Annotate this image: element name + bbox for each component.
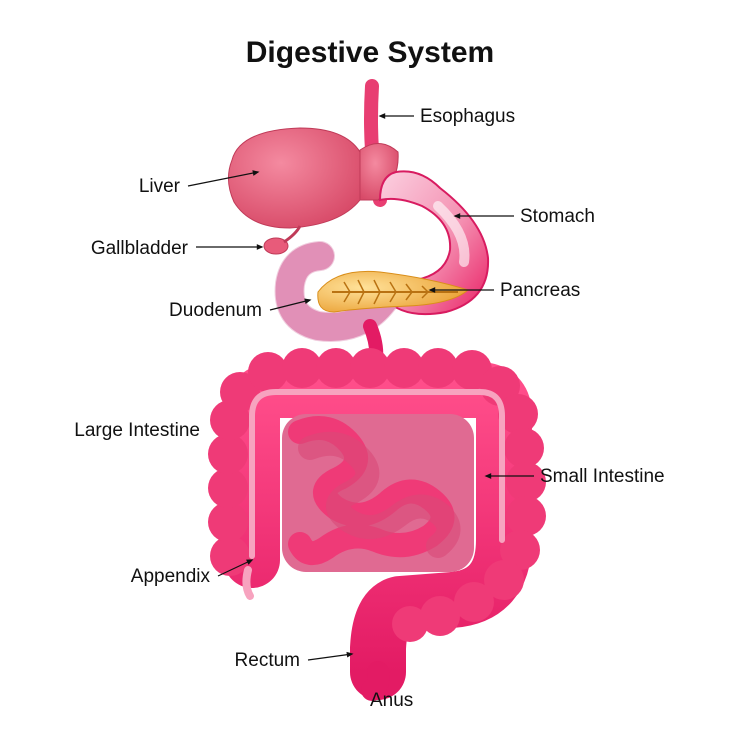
label-small-int: Small Intestine — [540, 466, 665, 488]
label-large-int: Large Intestine — [74, 420, 200, 442]
liver-shape — [228, 128, 360, 228]
diagram-svg — [0, 0, 740, 740]
label-stomach: Stomach — [520, 206, 595, 228]
rectum-shape — [372, 672, 378, 690]
label-esophagus: Esophagus — [420, 106, 515, 128]
label-liver: Liver — [139, 176, 180, 198]
label-appendix: Appendix — [131, 566, 210, 588]
label-rectum: Rectum — [235, 650, 300, 672]
label-pancreas: Pancreas — [500, 280, 580, 302]
digestive-system-diagram: Digestive System — [0, 0, 740, 740]
appendix-shape — [246, 570, 250, 596]
label-anus: Anus — [370, 690, 413, 712]
label-duodenum: Duodenum — [169, 300, 262, 322]
small-intestine-shape — [282, 414, 474, 572]
label-gallbladder: Gallbladder — [91, 238, 188, 260]
